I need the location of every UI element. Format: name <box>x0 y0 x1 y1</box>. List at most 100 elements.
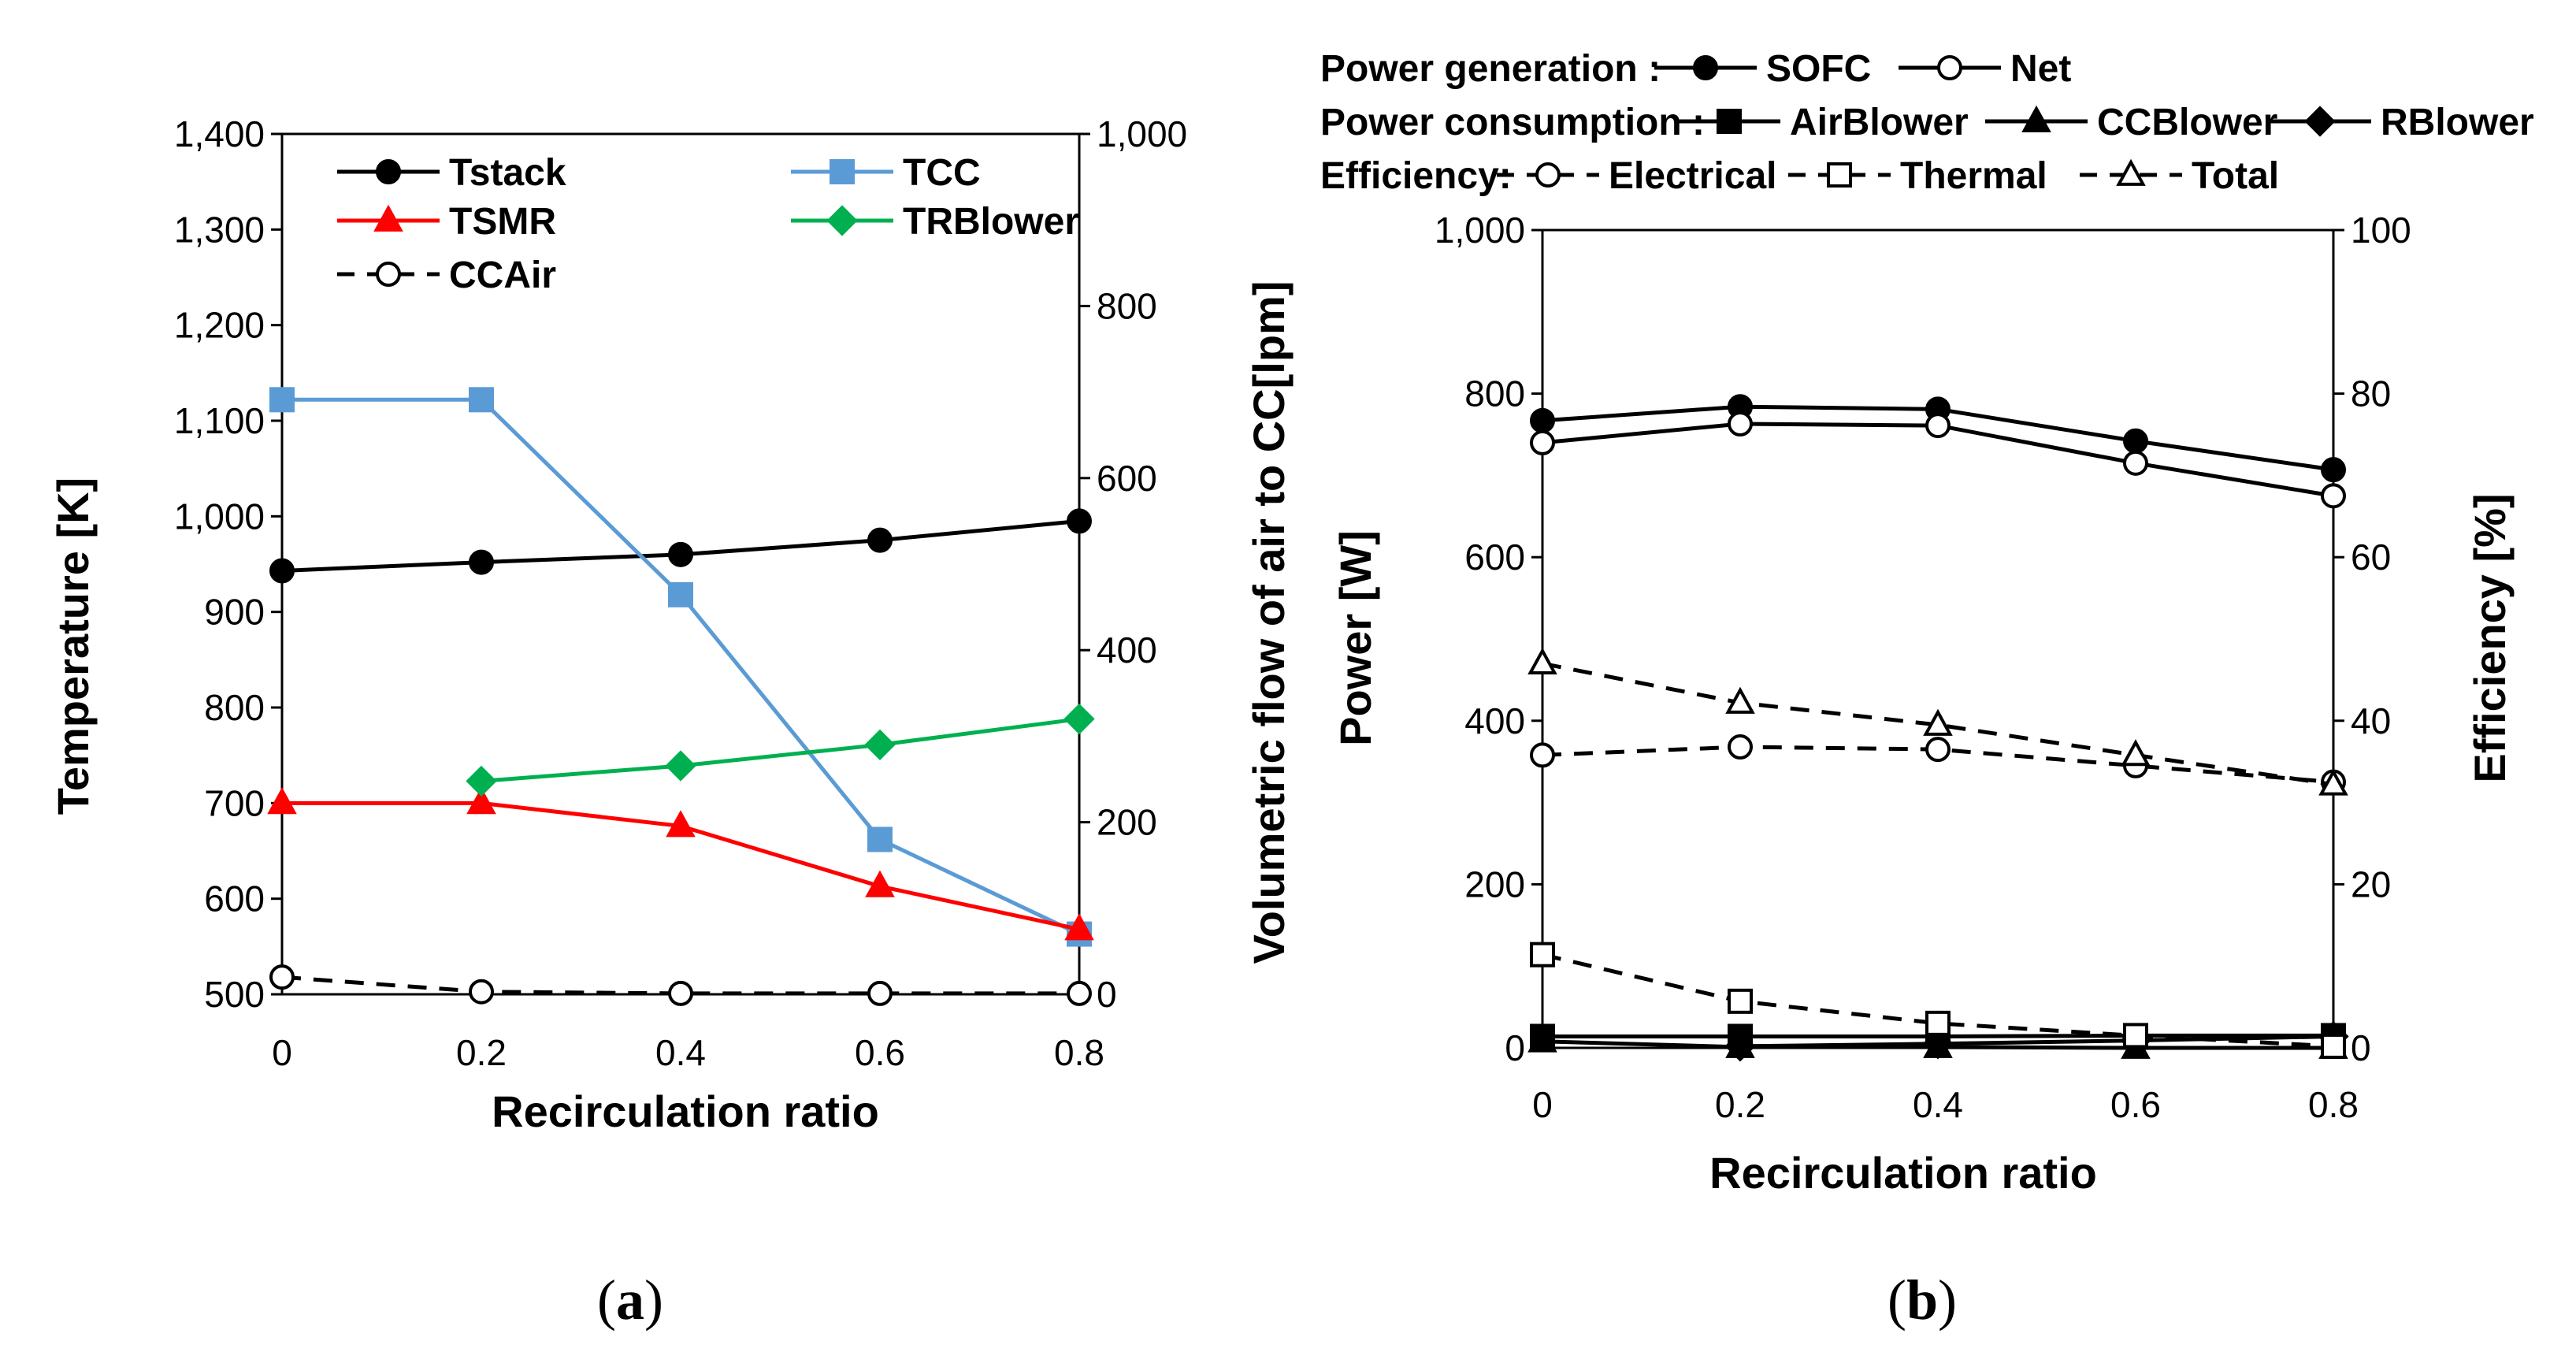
legend-label-tstack: Tstack <box>449 152 566 194</box>
y-tick-label: 400 <box>1464 700 1525 741</box>
x-tick-label: 0.6 <box>855 1032 905 1073</box>
chart-panel-a: 500 600 700 800 900 1,000 1,100 1,200 1,300 1,400… <box>48 113 1294 1332</box>
series-tsmr-point <box>865 870 895 897</box>
chart-a-xlabel: Recirculation ratio <box>492 1086 879 1136</box>
legend-airblower-marker <box>1717 109 1742 134</box>
legend-label-electrical: Electrical <box>1609 155 1776 197</box>
legend-label-tsmr: TSMR <box>449 201 556 243</box>
legend-sofc-marker <box>1693 55 1718 80</box>
series-trblower-line <box>481 717 1080 783</box>
series-tstack-point <box>469 549 494 575</box>
series-trblower-point <box>466 765 497 797</box>
legend-label-ccblower: CCBlower <box>2097 102 2277 143</box>
series-total-point <box>2121 739 2151 767</box>
series-tsmr-point <box>267 787 297 815</box>
series-net-point <box>1530 429 1555 455</box>
y2-tick-label: 80 <box>2351 373 2391 414</box>
series-tstack-point <box>269 558 295 584</box>
series-tstack-point <box>668 541 693 567</box>
y-tick-label: 0 <box>1505 1027 1525 1068</box>
series-ccair-point <box>269 964 295 990</box>
series-tstack-point <box>867 527 893 553</box>
x-tick-label: 0.2 <box>1715 1084 1765 1125</box>
y2-tick-label: 0 <box>2351 1027 2371 1068</box>
series-tstack-point <box>1067 508 1092 534</box>
x-tick-label: 0 <box>272 1032 292 1073</box>
series-trblower-point <box>1063 703 1095 735</box>
chart-a-legend: Tstack TCC TSMR TRBlower CCAir <box>337 152 1079 296</box>
series-sofc-point <box>1530 407 1555 433</box>
x-tick-label: 0.2 <box>456 1032 507 1073</box>
y-tick-label: 1,200 <box>174 305 265 346</box>
legend-label-tcc: TCC <box>903 152 981 194</box>
x-tick-label: 0.8 <box>2308 1084 2359 1125</box>
series-thermal-point <box>1728 988 1753 1014</box>
chart-b-axes: 0 200 400 600 800 1,000 0 20 40 60 80 100 0 0.2 0.4 0.6… <box>1435 210 2411 1125</box>
series-tsmr-point <box>666 810 696 838</box>
series-thermal-point <box>2321 1033 2346 1059</box>
series-electrical-point <box>1530 742 1555 768</box>
series-total-point <box>1923 708 1953 736</box>
legend-thermal-marker <box>1827 162 1852 188</box>
chart-a-y2label: Volumetric flow of air to CC[lpm] <box>1244 281 1294 964</box>
series-tcc-line <box>282 397 1081 936</box>
legend-label-trblower: TRBlower <box>903 201 1079 243</box>
series-total-line <box>1542 661 2334 787</box>
legend-label-thermal: Thermal <box>1900 155 2047 197</box>
y2-tick-label: 20 <box>2351 864 2391 904</box>
y-tick-label: 1,400 <box>174 113 265 154</box>
legend-net-marker <box>1937 55 1962 80</box>
panel-label-b-text: b <box>1906 1268 1938 1332</box>
y2-tick-label: 100 <box>2351 210 2411 251</box>
series-rblower-point <box>1724 1031 1756 1062</box>
y2-tick-label: 800 <box>1097 285 1157 326</box>
series-tcc-point <box>668 581 693 607</box>
chart-b-panel-label: (b) <box>1887 1268 1957 1332</box>
x-tick-label: 0.8 <box>1054 1032 1104 1073</box>
x-tick-label: 0 <box>1532 1084 1553 1125</box>
y-tick-label: 200 <box>1464 864 1525 904</box>
y-tick-label: 1,300 <box>174 209 265 250</box>
chart-b-y2label: Efficiency [%] <box>2465 493 2515 782</box>
legend-group-heading: Efficiency: <box>1320 155 1512 197</box>
series-total-point <box>2318 768 2348 796</box>
legend-tcc-marker <box>830 159 855 184</box>
legend-rblower-marker <box>2304 106 2336 137</box>
chart-a-series <box>267 387 1095 1006</box>
series-trblower-point <box>864 729 896 760</box>
y-tick-label: 1,100 <box>174 400 265 441</box>
series-thermal-point <box>1530 942 1555 968</box>
y-tick-label: 1,000 <box>174 496 265 537</box>
series-net-point <box>1925 413 1951 439</box>
series-rblower-point <box>1922 1028 1954 1060</box>
y-tick-label: 600 <box>1464 537 1525 578</box>
y2-tick-label: 40 <box>2351 700 2391 741</box>
chart-a-ylabel: Temperature [K] <box>48 477 98 815</box>
y-tick-label: 700 <box>204 782 265 823</box>
series-tcc-point <box>269 387 295 413</box>
legend-label-sofc: SOFC <box>1766 48 1871 90</box>
chart-b-ylabel: Power [W] <box>1331 530 1380 746</box>
series-rblower-line <box>1739 1034 2334 1049</box>
y2-tick-label: 60 <box>2351 537 2391 578</box>
legend-group-heading: Power consumption : <box>1320 102 1705 143</box>
series-electrical-point <box>1728 734 1753 760</box>
series-ccair-point <box>1067 980 1092 1006</box>
panel-label-a-text: a <box>616 1268 644 1332</box>
legend-tstack-marker <box>376 159 401 184</box>
series-sofc-point <box>2321 457 2346 483</box>
legend-trblower-marker <box>826 205 858 236</box>
legend-ccblower-marker <box>2021 105 2051 132</box>
y-tick-label: 900 <box>204 592 265 633</box>
legend-label-ccair: CCAir <box>449 254 556 296</box>
x-tick-label: 0.4 <box>655 1032 706 1073</box>
chart-a-axes: 500 600 700 800 900 1,000 1,100 1,200 1,300 1,400… <box>174 113 1187 1073</box>
y-tick-label: 1,000 <box>1435 210 1525 251</box>
series-sofc-point <box>2123 428 2148 454</box>
series-trblower-point <box>665 750 696 782</box>
legend-label-rblower: RBlower <box>2381 102 2534 143</box>
series-ccair-point <box>469 979 494 1005</box>
chart-b-xlabel: Recirculation ratio <box>1709 1148 2097 1198</box>
chart-panel-b: 0 200 400 600 800 1,000 0 20 40 60 80 100 0 0.2 0.4 0.6… <box>1320 48 2534 1332</box>
